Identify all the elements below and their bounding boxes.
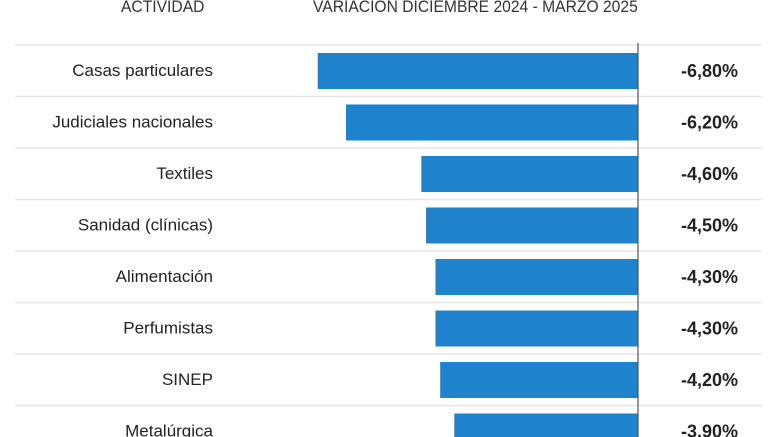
bar [440,362,638,398]
bar [426,207,638,244]
bar [345,104,638,141]
category-label: Textiles [156,164,213,183]
bar [454,413,638,437]
value-label: -4,20% [681,370,738,390]
category-label: Sanidad (clínicas) [78,216,213,235]
value-label: -4,60% [681,164,738,184]
column-header-activity: ACTIVIDAD [121,0,205,16]
category-label: Casas particulares [72,61,213,80]
column-header-variation: VARIACION DICIEMBRE 2024 - MARZO 2025 [313,0,638,16]
category-label: Alimentación [116,267,213,286]
value-label: -3,90% [681,422,738,437]
value-label: -4,50% [681,216,738,236]
value-label: -4,30% [681,319,738,339]
value-label: -6,20% [681,113,738,133]
bar [435,310,638,347]
category-label: Judiciales nacionales [52,113,213,132]
category-label: Metalúrgica [125,422,213,437]
category-label: Perfumistas [123,319,213,338]
bar [317,53,638,89]
bar [421,156,638,192]
bar [435,259,638,295]
value-label: -6,80% [681,61,738,81]
category-label: SINEP [162,370,213,389]
value-label: -4,30% [681,267,738,287]
